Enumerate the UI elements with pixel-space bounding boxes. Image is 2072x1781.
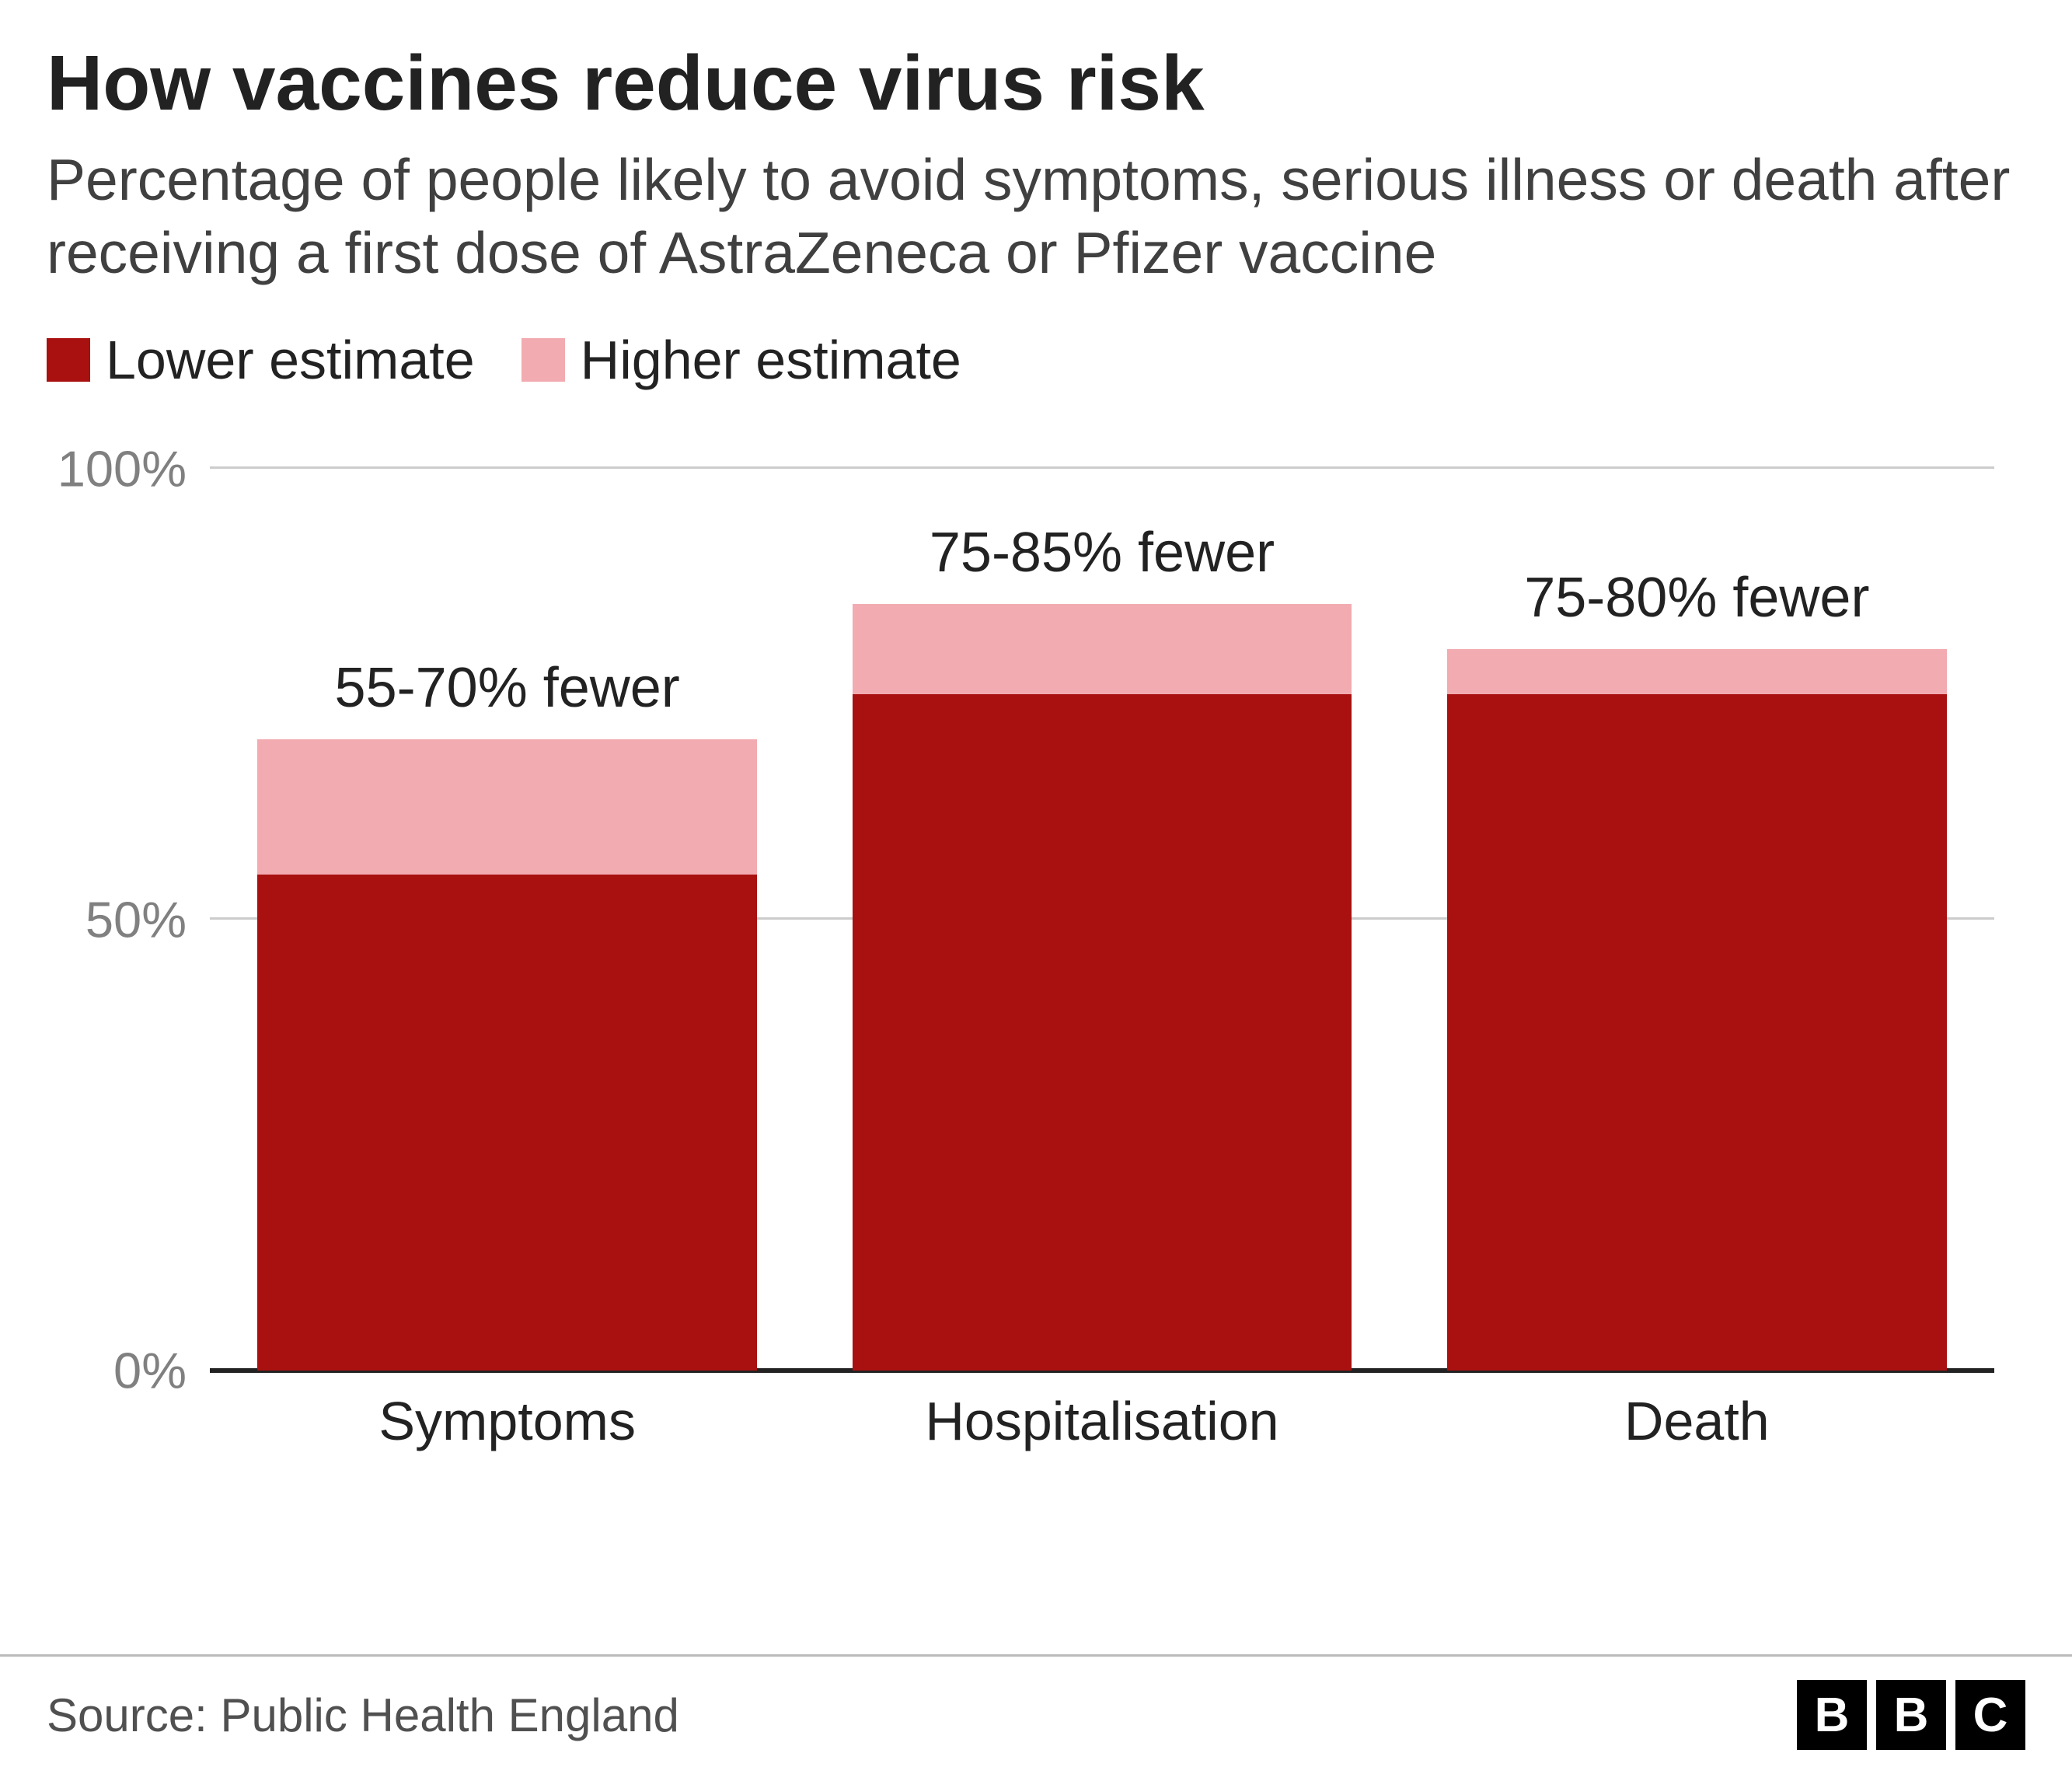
legend-swatch-higher [521, 338, 565, 382]
bbc-block-1: B [1797, 1680, 1867, 1750]
chart-title: How vaccines reduce virus risk [47, 39, 2025, 128]
bar-upper-symptoms [257, 739, 757, 875]
legend-label-higher: Higher estimate [581, 329, 961, 391]
bar-upper-death [1447, 649, 1947, 694]
legend-item-higher: Higher estimate [521, 329, 961, 391]
bbc-block-3: C [1955, 1680, 2025, 1750]
bbc-logo: B B C [1797, 1680, 2025, 1750]
legend-swatch-lower [47, 338, 90, 382]
bar-stack-death: 75-80% fewer [1447, 649, 1947, 1371]
xtick-hospitalisation: Hospitalisation [925, 1390, 1278, 1452]
chart-container: How vaccines reduce virus risk Percentag… [0, 0, 2072, 1781]
chart-subtitle: Percentage of people likely to avoid sym… [47, 144, 2025, 290]
bar-stack-symptoms: 55-70% fewer [257, 739, 757, 1371]
bar-lower-death [1447, 694, 1947, 1371]
bar-value-hospitalisation: 75-85% fewer [930, 521, 1275, 585]
bar-group-hospitalisation: 75-85% fewer Hospitalisation [853, 469, 1352, 1371]
bar-upper-hospitalisation [853, 604, 1352, 694]
bar-value-death: 75-80% fewer [1524, 566, 1869, 630]
bbc-block-2: B [1876, 1680, 1946, 1750]
source-text: Source: Public Health England [47, 1688, 679, 1742]
legend-label-lower: Lower estimate [106, 329, 475, 391]
ytick-50: 50% [85, 890, 187, 948]
bar-group-symptoms: 55-70% fewer Symptoms [257, 469, 757, 1371]
footer: Source: Public Health England B B C [0, 1654, 2072, 1781]
bar-lower-hospitalisation [853, 694, 1352, 1371]
ytick-0: 0% [113, 1341, 187, 1399]
chart-area: 100% 50% 0% 55-70% fewer Symptoms 75-85%… [47, 445, 2025, 1456]
legend: Lower estimate Higher estimate [47, 329, 2025, 391]
ytick-100: 100% [58, 439, 187, 498]
plot-region: 100% 50% 0% 55-70% fewer Symptoms 75-85%… [210, 469, 1994, 1371]
legend-item-lower: Lower estimate [47, 329, 475, 391]
bar-stack-hospitalisation: 75-85% fewer [853, 604, 1352, 1371]
bars-container: 55-70% fewer Symptoms 75-85% fewer Hospi… [210, 469, 1994, 1371]
xtick-death: Death [1624, 1390, 1770, 1452]
bar-value-symptoms: 55-70% fewer [335, 656, 680, 720]
xtick-symptoms: Symptoms [378, 1390, 636, 1452]
bar-lower-symptoms [257, 875, 757, 1371]
bar-group-death: 75-80% fewer Death [1447, 469, 1947, 1371]
